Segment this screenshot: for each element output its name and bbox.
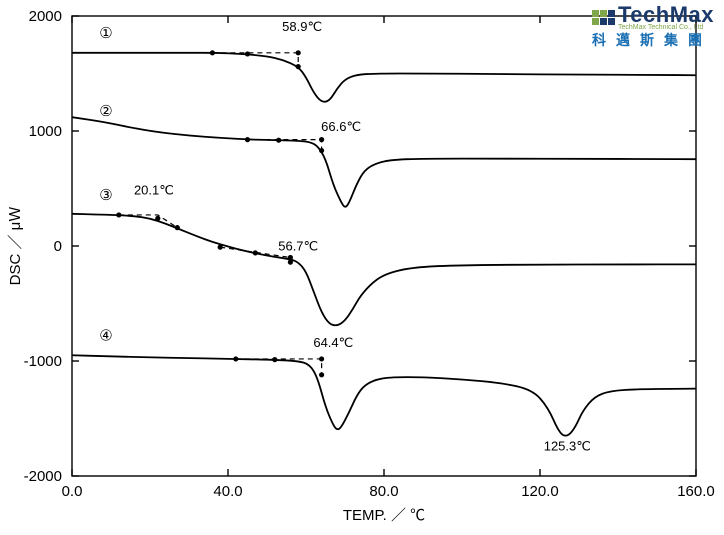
- curve-label-c1: ①: [99, 25, 112, 42]
- logo-chinese: 科邁斯集團: [592, 33, 714, 47]
- svg-text:160.0: 160.0: [677, 483, 715, 500]
- svg-text:-2000: -2000: [24, 468, 62, 485]
- svg-text:0: 0: [54, 238, 62, 255]
- logo-subtitle: TechMax Technical Co., Ltd: [618, 24, 714, 31]
- annotation: 56.7℃: [278, 239, 318, 254]
- svg-text:120.0: 120.0: [521, 483, 559, 500]
- dsc-line-chart: 0.0 40.0 80.0 120.0 160.0 -2000 -1000 0 1000 2000…: [0, 0, 724, 535]
- svg-text:DSC ／ μＷ: DSC ／ μＷ: [7, 207, 24, 286]
- svg-text:80.0: 80.0: [369, 483, 398, 500]
- annotation: 66.6℃: [321, 119, 361, 134]
- svg-text:40.0: 40.0: [213, 483, 242, 500]
- curve-label-c4: ④: [99, 327, 112, 344]
- svg-text:2000: 2000: [29, 8, 62, 25]
- svg-text:0.0: 0.0: [62, 483, 83, 500]
- annotation: 125.3℃: [544, 439, 591, 454]
- curve-label-c3: ③: [99, 187, 112, 204]
- annotation: 58.9℃: [282, 19, 322, 34]
- logo-name: TechMax: [618, 4, 714, 26]
- techmax-logo: TechMax TechMax Technical Co., Ltd 科邁斯集團: [592, 4, 714, 47]
- svg-text:1000: 1000: [29, 123, 62, 140]
- logo-squares-icon: [592, 10, 615, 25]
- svg-text:-1000: -1000: [24, 353, 62, 370]
- svg-text:TEMP. ／ ℃: TEMP. ／ ℃: [343, 507, 425, 524]
- annotation: 64.4℃: [313, 335, 353, 350]
- curve-label-c2: ②: [99, 103, 112, 120]
- svg-text:20.1℃: 20.1℃: [134, 182, 174, 197]
